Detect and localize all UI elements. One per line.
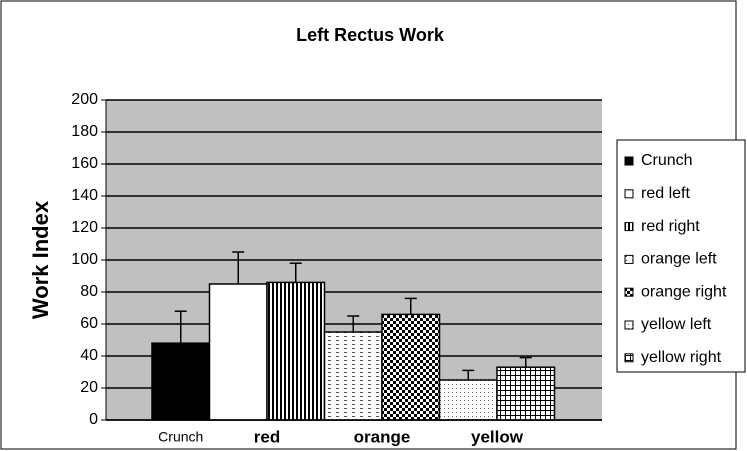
legend-label: orange right bbox=[641, 283, 727, 300]
y-tick-label: 200 bbox=[71, 91, 98, 108]
y-tick-label: 180 bbox=[71, 123, 98, 140]
bar bbox=[496, 366, 556, 421]
legend-label: yellow right bbox=[641, 349, 722, 366]
y-tick-label: 20 bbox=[80, 379, 98, 396]
y-tick-label: 100 bbox=[71, 251, 98, 268]
bar bbox=[151, 342, 211, 421]
legend-swatch bbox=[624, 320, 634, 330]
x-tick-label: Crunch bbox=[158, 429, 203, 445]
y-tick-label: 120 bbox=[71, 219, 98, 236]
legend-swatch bbox=[624, 287, 634, 297]
legend-label: orange left bbox=[641, 251, 717, 268]
chart-title: Left Rectus Work bbox=[296, 25, 445, 45]
bar bbox=[266, 281, 326, 421]
y-tick-label: 80 bbox=[80, 283, 98, 300]
legend bbox=[616, 139, 746, 373]
y-tick-label: 40 bbox=[80, 347, 98, 364]
bar bbox=[438, 379, 498, 421]
y-tick-label: 160 bbox=[71, 155, 98, 172]
x-tick-label: yellow bbox=[471, 427, 524, 446]
legend-swatch bbox=[624, 222, 634, 232]
legend-swatch bbox=[624, 189, 634, 199]
y-tick-label: 140 bbox=[71, 187, 98, 204]
legend-label: yellow left bbox=[641, 316, 712, 333]
bar bbox=[208, 283, 268, 421]
x-tick-label: orange bbox=[354, 427, 411, 446]
legend-label: red left bbox=[641, 185, 690, 202]
y-tick-label: 0 bbox=[89, 411, 98, 428]
legend-label: Crunch bbox=[641, 152, 693, 169]
x-tick-label: red bbox=[254, 427, 280, 446]
legend-swatch bbox=[624, 156, 634, 166]
legend-swatch bbox=[624, 353, 634, 363]
legend-swatch bbox=[624, 254, 634, 264]
bar bbox=[381, 313, 441, 421]
y-axis-label: Work Index bbox=[28, 200, 53, 319]
legend-label: red right bbox=[641, 218, 700, 235]
y-tick-label: 60 bbox=[80, 315, 98, 332]
bar bbox=[323, 331, 383, 421]
